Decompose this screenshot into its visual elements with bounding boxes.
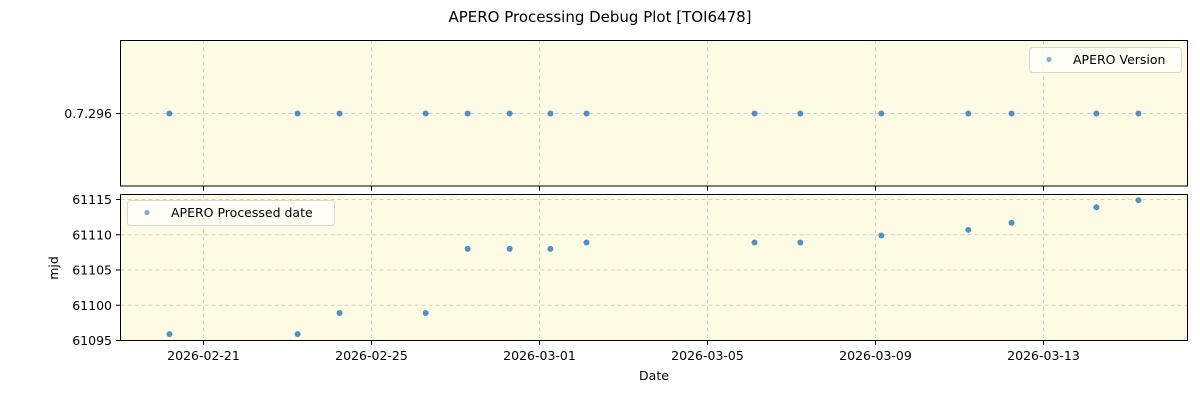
bottom-x-ticks: 2026-02-21 2026-02-25 2026-03-01 2026-03-05… — [167, 340, 1080, 363]
x-tick-label: 2026-03-05 — [671, 348, 744, 363]
data-point — [878, 232, 885, 239]
data-point — [583, 239, 590, 246]
data-point — [294, 331, 301, 338]
top-series-points — [166, 110, 1142, 117]
data-point — [336, 110, 343, 117]
data-point — [1135, 197, 1142, 204]
data-point — [506, 110, 513, 117]
data-point — [422, 110, 429, 117]
y-tick-label: 61105 — [72, 263, 112, 278]
bottom-legend-box — [127, 200, 335, 226]
data-point — [878, 110, 885, 117]
x-tick-label: 2026-03-09 — [839, 348, 912, 363]
data-point — [1008, 219, 1015, 226]
x-tick-label: 2026-02-21 — [167, 348, 240, 363]
top-vertical-gridlines — [203, 40, 1044, 186]
top-y-tick-label: 0.7.296 — [64, 106, 112, 121]
data-point — [464, 110, 471, 117]
y-tick-label: 61095 — [72, 333, 112, 348]
bottom-panel: 2026-02-21 2026-02-25 2026-03-01 2026-03-05… — [46, 192, 1188, 383]
x-tick-label: 2026-02-25 — [335, 348, 408, 363]
top-x-ticks — [203, 186, 1044, 191]
x-axis-label: Date — [639, 368, 669, 383]
data-point — [797, 110, 804, 117]
data-point — [422, 310, 429, 317]
data-point — [547, 245, 554, 252]
x-tick-label: 2026-03-01 — [503, 348, 576, 363]
y-axis-label: mjd — [46, 256, 61, 280]
data-point — [965, 110, 972, 117]
top-legend: APERO Version — [1029, 47, 1182, 73]
data-point — [797, 239, 804, 246]
bottom-series-points — [166, 197, 1142, 338]
top-panel: 0.7.296 APERO Version — [64, 40, 1188, 191]
bottom-y-ticks: 61095 61100 61105 61110 61115 — [72, 192, 121, 348]
data-point — [751, 239, 758, 246]
data-point — [506, 245, 513, 252]
top-legend-marker-icon — [1046, 56, 1052, 63]
y-tick-label: 61115 — [72, 192, 112, 207]
data-point — [1093, 110, 1100, 117]
data-point — [583, 110, 590, 117]
top-legend-box — [1029, 47, 1182, 73]
bottom-axes-frame — [120, 194, 1188, 341]
data-point — [336, 310, 343, 317]
data-point — [751, 110, 758, 117]
y-tick-label: 61100 — [72, 298, 112, 313]
top-legend-label: APERO Version — [1073, 52, 1165, 67]
figure-title: APERO Processing Debug Plot [TOI6478] — [448, 8, 751, 26]
data-point — [464, 245, 471, 252]
data-point — [1093, 204, 1100, 211]
bottom-legend: APERO Processed date — [127, 200, 335, 226]
bottom-legend-marker-icon — [144, 209, 150, 216]
bottom-legend-label: APERO Processed date — [171, 205, 313, 220]
x-tick-label: 2026-03-13 — [1007, 348, 1080, 363]
data-point — [294, 110, 301, 117]
data-point — [547, 110, 554, 117]
data-point — [166, 110, 173, 117]
data-point — [1135, 110, 1142, 117]
data-point — [166, 331, 173, 338]
data-point — [1008, 110, 1015, 117]
data-point — [965, 226, 972, 233]
y-tick-label: 61110 — [72, 227, 112, 242]
